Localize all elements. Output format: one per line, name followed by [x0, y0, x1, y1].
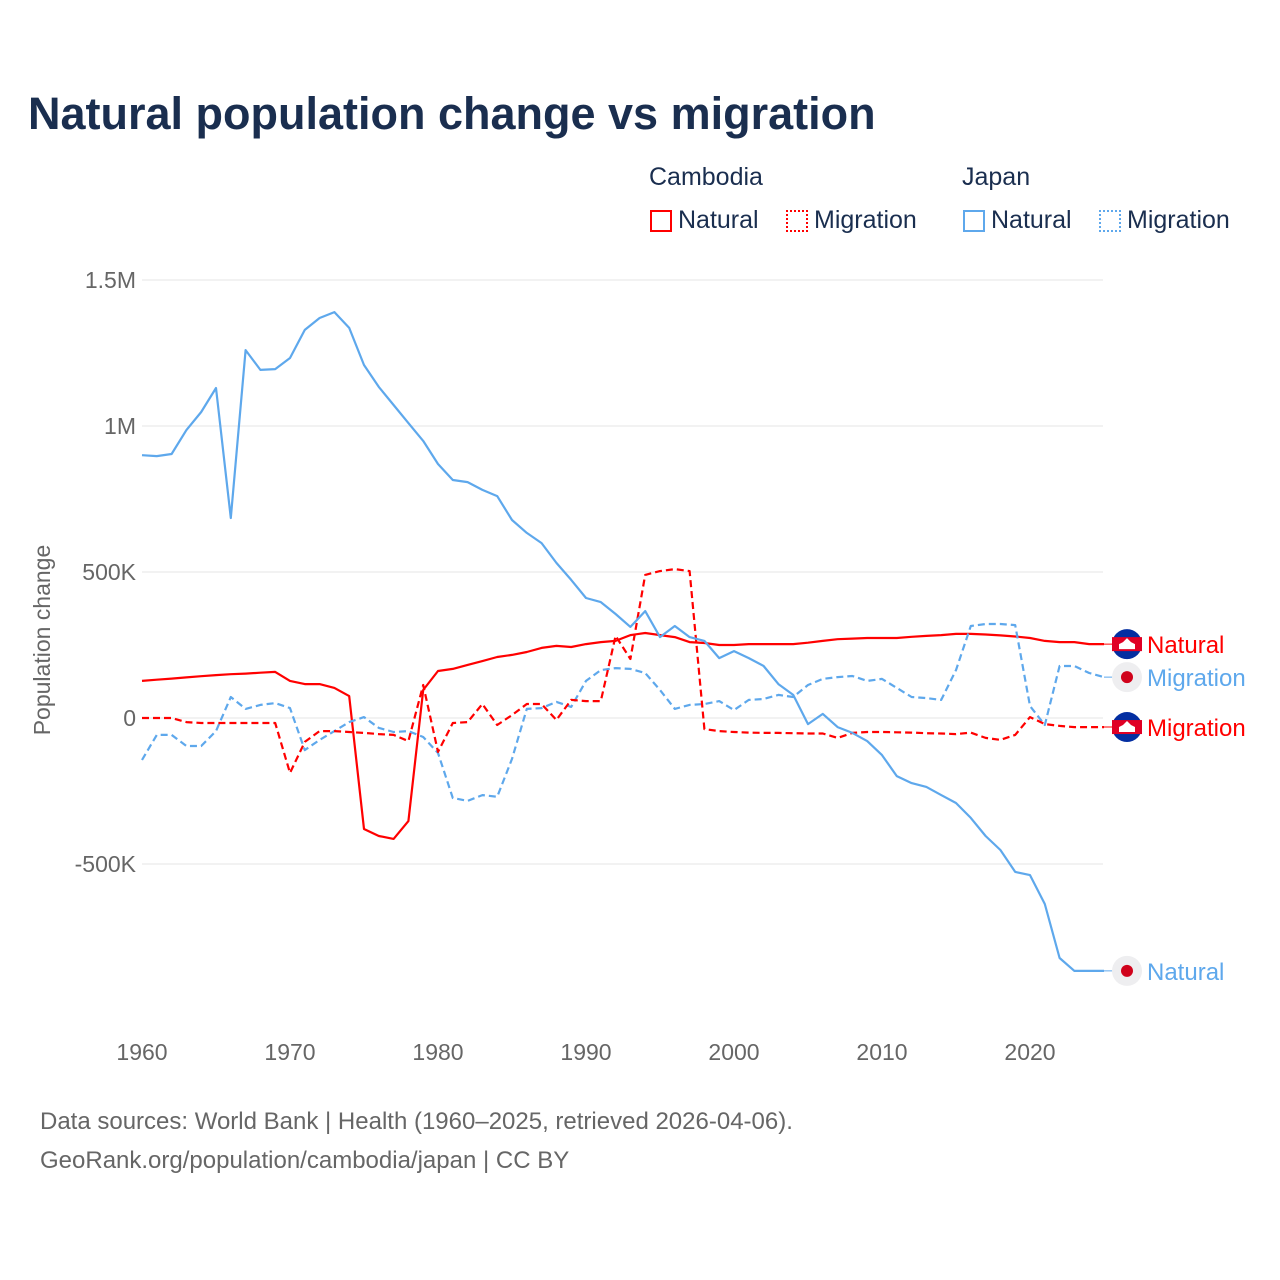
end-label-cambodia: Migration — [1147, 715, 1246, 742]
series-line-japan-migration — [141, 622, 1105, 802]
cambodia-flag-icon — [1112, 629, 1142, 660]
temple-icon — [1119, 721, 1135, 733]
x-tick-label: 1990 — [560, 1039, 611, 1065]
series-line-cambodia-natural — [141, 631, 1104, 840]
legend-group-cambodia: Cambodia — [649, 163, 763, 191]
y-axis-label: Population change — [29, 545, 55, 736]
legend-japan-natural[interactable]: Natural — [963, 206, 1072, 235]
solid-swatch-icon — [963, 209, 985, 232]
flag-bg — [1112, 629, 1142, 660]
japan-flag-icon — [1112, 955, 1142, 986]
flag-band — [1112, 637, 1142, 652]
legend-label: Migration — [814, 206, 917, 234]
end-label-cambodia: Natural — [1147, 632, 1224, 659]
end-label-japan: Natural — [1147, 959, 1224, 986]
cambodia-flag-icon — [1112, 712, 1142, 743]
series-line-cambodia-migration — [142, 568, 1104, 774]
legend-label: Natural — [678, 206, 759, 234]
footer-sources: Data sources: World Bank | Health (1960–… — [40, 1108, 793, 1135]
japan-flag-icon — [1112, 662, 1142, 693]
flag-bg — [1112, 712, 1142, 743]
legend-label: Migration — [1127, 206, 1230, 234]
end-label-japan: Migration — [1147, 665, 1246, 692]
legend-group-japan: Japan — [962, 163, 1031, 191]
chart-title: Natural population change vs migration — [28, 88, 876, 139]
temple-icon — [1119, 638, 1135, 650]
flag-sun — [1121, 964, 1133, 977]
x-tick-label: 2000 — [708, 1039, 759, 1065]
y-tick-label: -500K — [75, 851, 137, 877]
y-tick-label: 0 — [123, 705, 136, 731]
x-tick-label: 2010 — [856, 1039, 907, 1065]
legend-label: Natural — [991, 206, 1072, 234]
x-tick-label: 1970 — [264, 1039, 315, 1065]
legend-cambodia-natural[interactable]: Natural — [650, 206, 759, 235]
flag-bg — [1112, 955, 1142, 986]
flag-band — [1112, 720, 1142, 735]
legend-cambodia-migration[interactable]: Migration — [786, 206, 917, 235]
x-tick-label: 1960 — [116, 1039, 167, 1065]
flag-sun — [1121, 671, 1133, 684]
dotted-swatch-icon — [786, 209, 808, 232]
legend-japan-migration[interactable]: Migration — [1099, 206, 1230, 235]
footer-credit[interactable]: GeoRank.org/population/cambodia/japan | … — [40, 1147, 570, 1174]
x-tick-label: 2020 — [1004, 1039, 1055, 1065]
y-tick-label: 1.5M — [85, 267, 136, 293]
x-tick-label: 1980 — [412, 1039, 463, 1065]
dotted-swatch-icon — [1099, 209, 1121, 232]
series-line-japan-natural — [141, 311, 1104, 972]
y-tick-label: 1M — [104, 413, 136, 439]
flag-bg — [1112, 662, 1142, 693]
y-tick-label: 500K — [82, 559, 136, 585]
solid-swatch-icon — [650, 209, 672, 232]
